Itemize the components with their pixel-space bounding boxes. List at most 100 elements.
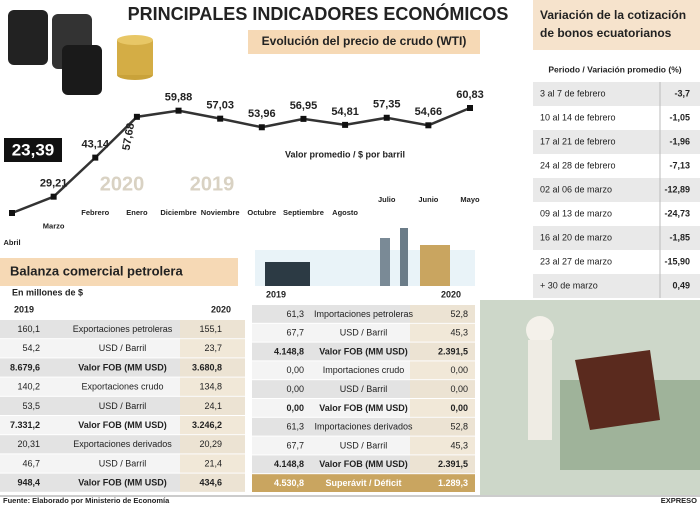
table-cell-tint <box>410 436 475 455</box>
point <box>467 105 473 111</box>
table-header: 2019 <box>14 304 34 314</box>
table-row <box>252 474 475 492</box>
table-cell: Importaciones petroleras <box>314 309 414 319</box>
table-cell: Importaciones derivados <box>314 422 413 432</box>
bonds-value: 0,49 <box>672 280 690 290</box>
point <box>133 113 140 120</box>
bonds-value: -15,90 <box>664 256 690 266</box>
value-label: 57,68 <box>121 122 138 151</box>
table-cell: 4.148,8 <box>274 459 304 469</box>
bonds-value: -12,89 <box>664 184 690 194</box>
x-tick-label: Enero <box>126 208 148 217</box>
bonds-value: -1,85 <box>669 232 690 242</box>
value-label: 29,21 <box>40 178 68 190</box>
x-tick-label: Julio <box>378 195 396 204</box>
bonds-row <box>533 250 700 274</box>
bonds-value: -1,96 <box>669 136 690 146</box>
bonds-period: 02 al 06 de marzo <box>540 184 612 194</box>
bonds-period: 10 al 14 de febrero <box>540 112 616 122</box>
year-label: 2020 <box>100 173 145 195</box>
table-cell: 434,6 <box>199 478 222 488</box>
value-label: 60,83 <box>456 89 484 101</box>
bonds-row <box>533 82 700 106</box>
x-tick-label: Mayo <box>460 195 480 204</box>
table-cell: 160,1 <box>17 324 40 334</box>
table-cell: USD / Barril <box>99 401 147 411</box>
trade-title-band <box>0 258 238 286</box>
table-cell: Valor FOB (MM USD) <box>78 478 167 488</box>
table-cell-tint <box>180 358 245 377</box>
decoration-barrels <box>8 10 153 95</box>
trade-unit: En millones de $ <box>12 287 83 297</box>
table-cell: 0,00 <box>450 384 468 394</box>
bonds-row <box>533 154 700 178</box>
value-label: 23,39 <box>12 140 55 159</box>
bonds-header: Periodo / Variación promedio (%) <box>548 64 681 74</box>
table-cell: 7.331,2 <box>10 420 40 430</box>
table-cell: 52,8 <box>450 309 468 319</box>
bonds-title: de bonos ecuatorianos <box>540 26 672 40</box>
table-cell: 20,29 <box>199 439 222 449</box>
table-cell: Valor FOB (MM USD) <box>78 362 167 372</box>
table-cell: 45,3 <box>450 328 468 338</box>
table-cell-tint <box>180 339 245 358</box>
table-cell-tint <box>180 416 245 435</box>
table-cell: 61,3 <box>286 422 304 432</box>
table-cell-tint <box>410 342 475 361</box>
table-header: 2020 <box>441 289 461 299</box>
bonds-row <box>533 202 700 226</box>
bonds-row <box>533 274 700 298</box>
table-cell-tint <box>410 361 475 380</box>
table-cell: 0,00 <box>286 403 304 413</box>
bonds-period: + 30 de marzo <box>540 280 598 290</box>
title: PRINCIPALES INDICADORES ECONÓMICOS <box>128 3 509 24</box>
table-cell: Exportaciones crudo <box>81 382 163 392</box>
table-header: 2019 <box>266 289 286 299</box>
table-cell-tint <box>180 320 245 339</box>
point <box>342 121 349 128</box>
table-cell-tint <box>410 380 475 398</box>
x-tick-label: Abril <box>3 238 20 247</box>
bonds-period: 24 al 28 de febrero <box>540 160 616 170</box>
table-cell: 4.148,8 <box>274 346 304 356</box>
table-cell: 155,1 <box>199 324 222 334</box>
table-cell-tint <box>410 305 475 323</box>
point <box>425 122 432 129</box>
bonds-row <box>533 226 700 250</box>
line <box>11 106 471 215</box>
table-cell: 21,4 <box>204 458 222 468</box>
point <box>383 114 390 121</box>
value-label: 54,81 <box>331 106 359 118</box>
table-cell: 46,7 <box>22 458 40 468</box>
table-cell-tint <box>410 455 475 474</box>
bonds-period: 23 al 27 de marzo <box>540 256 612 266</box>
bonds-value: -1,05 <box>669 112 690 122</box>
table-cell: 3.246,2 <box>192 420 222 430</box>
table-cell: USD / Barril <box>99 458 147 468</box>
table-cell: 45,3 <box>450 440 468 450</box>
table-cell: 2.391,5 <box>438 346 468 356</box>
table-cell: 0,00 <box>286 384 304 394</box>
table-cell: 0,00 <box>450 365 468 375</box>
table-cell: Superávit / Déficit <box>325 478 401 488</box>
x-tick-label: Febrero <box>81 208 109 217</box>
x-tick-label: Agosto <box>332 208 358 217</box>
bonds-period: 09 al 13 de marzo <box>540 208 612 218</box>
table-cell: Valor FOB (MM USD) <box>319 459 408 469</box>
bonds-row <box>533 178 700 202</box>
value-label: 59,88 <box>165 92 193 104</box>
point <box>92 154 99 161</box>
table-cell: 8.679,6 <box>10 362 40 372</box>
point <box>258 124 265 131</box>
table-cell: Valor FOB (MM USD) <box>78 420 167 430</box>
table-cell: Valor FOB (MM USD) <box>319 346 408 356</box>
point <box>175 107 182 114</box>
table-cell: 24,1 <box>204 401 222 411</box>
value-label-box <box>4 138 62 162</box>
table-cell-tint <box>180 396 245 415</box>
table-cell: 4.530,8 <box>274 478 304 488</box>
table-cell: 67,7 <box>286 328 304 338</box>
table-cell: USD / Barril <box>340 384 388 394</box>
value-label: 43,14 <box>82 139 110 151</box>
value-label: 54,66 <box>415 106 443 118</box>
